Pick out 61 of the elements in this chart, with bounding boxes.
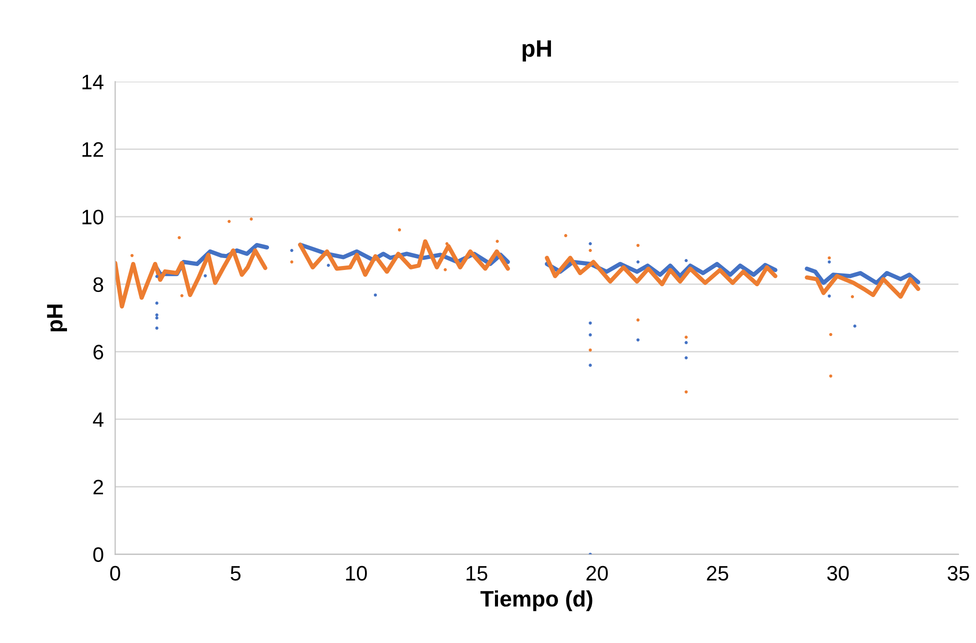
point: [684, 336, 688, 339]
point: [588, 248, 592, 252]
point: [588, 242, 592, 246]
point: [636, 318, 640, 322]
point: [829, 374, 832, 378]
x-axis-title: Tiempo (d): [480, 590, 592, 612]
x-tick-label: 15: [466, 566, 488, 581]
x-tick-label: 5: [230, 566, 241, 581]
x-tick-label: 20: [586, 566, 608, 581]
point: [250, 218, 253, 221]
y-tick-label: 10: [82, 210, 104, 224]
point: [155, 313, 158, 316]
x-tick-label: 10: [346, 566, 367, 581]
y-tick-label: 2: [94, 480, 104, 494]
point: [326, 264, 330, 267]
point: [290, 260, 294, 264]
point: [850, 295, 854, 298]
point: [496, 240, 499, 243]
point: [828, 260, 831, 264]
point: [588, 364, 592, 367]
x-tick-label: 0: [110, 566, 120, 581]
point: [684, 259, 688, 262]
point: [228, 220, 231, 223]
point: [290, 248, 294, 252]
point: [828, 294, 831, 298]
y-axis-title: pH: [47, 304, 67, 332]
y-tick-label: 14: [82, 74, 104, 90]
point: [684, 341, 688, 344]
point: [155, 316, 158, 320]
point: [829, 332, 832, 336]
point: [398, 228, 402, 232]
y-tick-label: 4: [92, 412, 104, 427]
point: [588, 321, 592, 325]
point: [853, 324, 856, 328]
point: [588, 348, 592, 352]
y-tick-label: 6: [94, 344, 104, 360]
point: [155, 274, 158, 278]
point: [444, 268, 447, 272]
point: [155, 302, 158, 305]
point: [684, 390, 688, 394]
point: [684, 356, 688, 360]
point: [636, 338, 640, 342]
point: [636, 244, 640, 247]
point: [374, 293, 377, 297]
point: [564, 234, 568, 238]
point: [130, 254, 134, 258]
point: [178, 236, 181, 240]
y-tick-label: 8: [93, 277, 104, 292]
chart-title: pH: [522, 40, 551, 62]
point: [588, 333, 592, 336]
y-tick-label: 12: [82, 142, 104, 157]
point: [204, 274, 207, 278]
point: [828, 256, 831, 260]
point: [180, 294, 184, 298]
point: [445, 242, 448, 246]
x-tick-label: 25: [706, 566, 728, 581]
point: [636, 260, 640, 264]
point: [155, 326, 158, 330]
x-tick-label: 30: [827, 566, 849, 581]
y-tick-label: 0: [93, 547, 104, 562]
x-tick-label: 35: [948, 566, 970, 581]
